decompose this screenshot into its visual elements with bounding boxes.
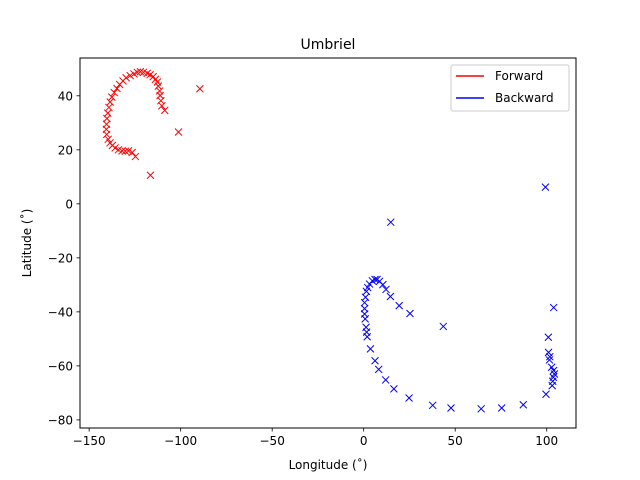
backward-point [386,292,395,301]
backward-point [374,365,383,374]
y-tick-label: −60 [48,359,73,373]
backward-point [439,322,448,331]
backward-point [379,280,387,289]
forward-point [118,147,126,155]
backward-point [545,352,554,361]
forward-point [196,84,204,93]
forward-point [126,71,135,80]
forward-point [121,147,130,156]
backward-point [406,309,414,318]
x-tick-label: 50 [448,434,463,448]
x-axis-ticks: −150 −100 −50 0 50 100 [73,428,558,448]
forward-point [139,68,148,77]
forward-point [115,80,124,89]
backward-point [371,356,379,365]
forward-point [136,67,145,76]
plot-background [80,58,576,428]
backward-point [382,285,390,294]
y-tick-label: 20 [58,143,73,157]
backward-point [366,345,375,353]
forward-point [107,93,116,102]
forward-point [130,70,138,78]
x-tick-label: −100 [164,434,197,448]
chart-title: Umbriel [301,37,356,53]
backward-point [541,183,550,191]
x-tick-label: −50 [260,434,285,448]
series-layer [102,67,559,413]
backward-point [549,303,558,312]
y-tick-label: −20 [48,251,73,265]
forward-point [155,87,164,95]
forward-point [113,84,121,93]
backward-point [360,304,369,313]
backward-point [542,390,550,399]
backward-point [405,394,413,402]
x-tick-label: 100 [535,434,558,448]
backward-point [381,376,390,384]
backward-point [371,275,379,284]
y-tick-label: −80 [48,413,73,427]
x-tick-label: 0 [360,434,368,448]
backward-point [428,401,437,410]
backward-point [548,381,557,390]
backward-point [360,310,369,318]
backward-point [386,218,395,227]
y-axis-label: Latitude (˚) [19,209,34,278]
backward-point [544,333,553,342]
y-tick-label: 0 [65,197,73,211]
forward-point [174,128,183,136]
backward-point [447,404,455,412]
backward-point [390,384,398,393]
y-tick-label: −40 [48,305,73,319]
y-tick-label: 40 [58,89,73,103]
plot-frame [79,57,577,429]
backward-point [544,348,553,357]
x-axis-label: Longitude (˚) [289,457,368,472]
y-axis-ticks: −80 −60 −40 −20 0 20 40 [48,89,80,427]
legend: Forward Backward [450,64,570,112]
backward-point [362,323,370,332]
forward-point [131,152,140,161]
x-tick-label: −150 [73,434,106,448]
forward-point [128,148,137,157]
legend-backward-label: Backward [495,91,554,105]
forward-point [110,88,119,97]
backward-point [545,356,554,364]
forward-point [146,171,155,180]
backward-point [497,404,506,412]
legend-forward-label: Forward [495,69,543,83]
forward-point [102,130,111,139]
plot-area [80,58,576,428]
backward-point [519,400,528,409]
forward-point [160,106,169,115]
backward-point [477,404,486,413]
backward-point [395,301,404,310]
